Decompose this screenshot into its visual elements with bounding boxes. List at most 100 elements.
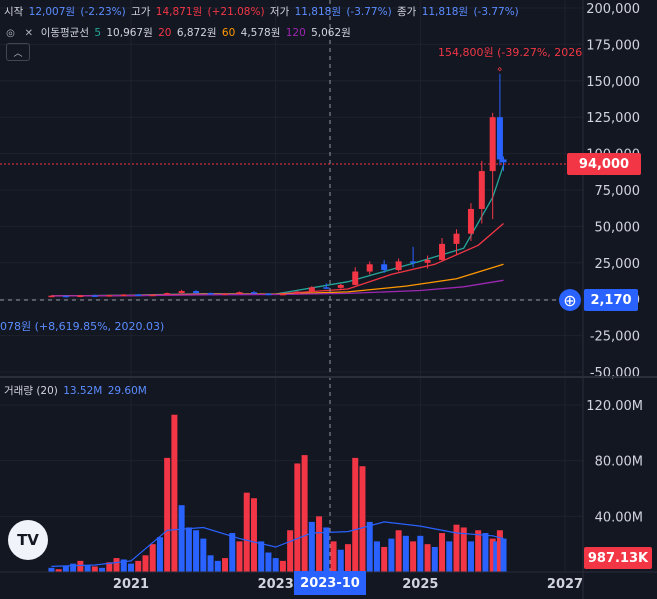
candle-body — [135, 294, 142, 297]
close-icon[interactable]: ✕ — [24, 28, 34, 39]
ma5-value: 10,967원 — [106, 27, 153, 39]
candle-body — [337, 284, 344, 288]
ma20-value: 6,872원 — [176, 27, 217, 39]
volume-bar — [279, 560, 286, 572]
volume-value-tag: 987.13K — [584, 547, 652, 569]
candle-body — [366, 264, 373, 272]
ma-legend[interactable]: ◎ ✕ 이동평균선 5 10,967원 20 6,872원 60 4,578원 … — [4, 25, 353, 40]
volume-bar — [439, 533, 446, 572]
candle-body — [500, 159, 507, 163]
volume-bar — [388, 538, 395, 572]
candle-body — [410, 261, 417, 263]
low-change: (-3.77%) — [346, 6, 392, 18]
volume-value-2: 29.60M — [107, 385, 147, 397]
volume-bar — [135, 560, 142, 572]
candle-body — [178, 291, 185, 294]
volume-bar — [272, 558, 279, 572]
price-axis-label: 125,000 — [586, 111, 640, 126]
close-value: 11,818원 — [421, 6, 469, 18]
ma-legend-title: 이동평균선 — [40, 27, 89, 39]
high-annotation: 154,800원 (-39.27%, 2026.0 — [438, 46, 583, 59]
volume-bar — [410, 541, 417, 572]
time-axis-label: 2025 — [402, 577, 438, 592]
candle-body — [106, 295, 113, 297]
candle-body — [222, 293, 229, 296]
volume-bar — [77, 560, 84, 572]
volume-bar — [308, 521, 315, 572]
price-axis-label: 150,000 — [586, 75, 640, 90]
volume-bar — [330, 541, 337, 572]
candle-body — [120, 294, 127, 297]
ma120-line — [51, 279, 504, 297]
volume-bar — [352, 457, 359, 572]
volume-bar — [395, 530, 402, 572]
volume-bar — [366, 521, 373, 572]
high-value: 14,871원 — [155, 6, 203, 18]
volume-bar — [373, 541, 380, 572]
volume-bar — [84, 565, 91, 572]
volume-bar — [323, 527, 330, 572]
volume-bar — [185, 527, 192, 572]
low-label: 저가 — [269, 6, 290, 18]
candle-body — [439, 243, 446, 260]
volume-bar — [475, 530, 482, 572]
volume-bar — [301, 455, 308, 572]
volume-bar — [229, 533, 236, 572]
volume-bar — [55, 569, 62, 572]
candle-body — [294, 291, 301, 294]
volume-bar — [250, 498, 257, 572]
time-axis-label: 2027 — [547, 577, 583, 592]
candle-body — [381, 264, 388, 271]
volume-bar — [178, 505, 185, 572]
high-marker: ⋄ — [497, 65, 503, 75]
time-axis-label: 2023 — [258, 577, 294, 592]
price-axis-label: -25,000 — [590, 330, 640, 345]
volume-bar — [156, 537, 163, 572]
plus-icon: ⊕ — [563, 290, 577, 310]
volume-bar — [431, 546, 438, 572]
volume-axis-label: 40.00M — [595, 510, 643, 525]
eye-icon[interactable]: ◎ — [6, 28, 15, 39]
candle-body — [478, 171, 485, 209]
candle-body — [265, 293, 272, 296]
volume-bar — [337, 549, 344, 572]
volume-bar — [193, 530, 200, 572]
ma5-period: 5 — [94, 27, 102, 39]
candle-body — [323, 287, 330, 289]
volume-bar — [258, 541, 265, 572]
volume-bar — [113, 558, 120, 572]
volume-bar — [402, 535, 409, 572]
tradingview-logo[interactable]: TV — [8, 520, 48, 560]
volume-bar — [500, 538, 507, 572]
collapse-legend-button[interactable]: ︿ — [6, 43, 30, 61]
volume-bar — [120, 559, 127, 572]
candle-body — [193, 291, 200, 294]
volume-bar — [496, 530, 503, 572]
volume-bar — [265, 552, 272, 572]
price-axis-label: 200,000 — [586, 2, 640, 17]
close-label: 종가 — [397, 6, 417, 18]
volume-axis-label: 120.00M — [586, 399, 643, 414]
candle-body — [77, 295, 84, 298]
volume-bar — [453, 524, 460, 572]
volume-legend[interactable]: 거래량 (20) 13.52M 29.60M — [4, 383, 149, 398]
volume-bar — [48, 567, 55, 572]
add-alert-button[interactable]: ⊕ — [559, 289, 581, 311]
price-axis-label: 50,000 — [595, 220, 641, 235]
volume-legend-title: 거래량 (20) — [4, 385, 58, 397]
volume-bar — [467, 541, 474, 572]
current-price-tag: 94,000 — [567, 153, 641, 175]
chevron-up-icon: ︿ — [13, 48, 23, 59]
high-label: 고가 — [131, 6, 151, 18]
ma120-period: 120 — [285, 27, 306, 39]
volume-bar — [243, 492, 250, 572]
open-value: 12,007원 — [28, 6, 76, 18]
volume-bar — [171, 414, 178, 572]
volume-bar — [70, 563, 77, 572]
low-value: 11,818원 — [294, 6, 341, 18]
price-axis-label: 175,000 — [586, 38, 640, 53]
volume-bar — [489, 538, 496, 572]
candle-body — [48, 295, 55, 298]
candle-body — [91, 295, 98, 297]
